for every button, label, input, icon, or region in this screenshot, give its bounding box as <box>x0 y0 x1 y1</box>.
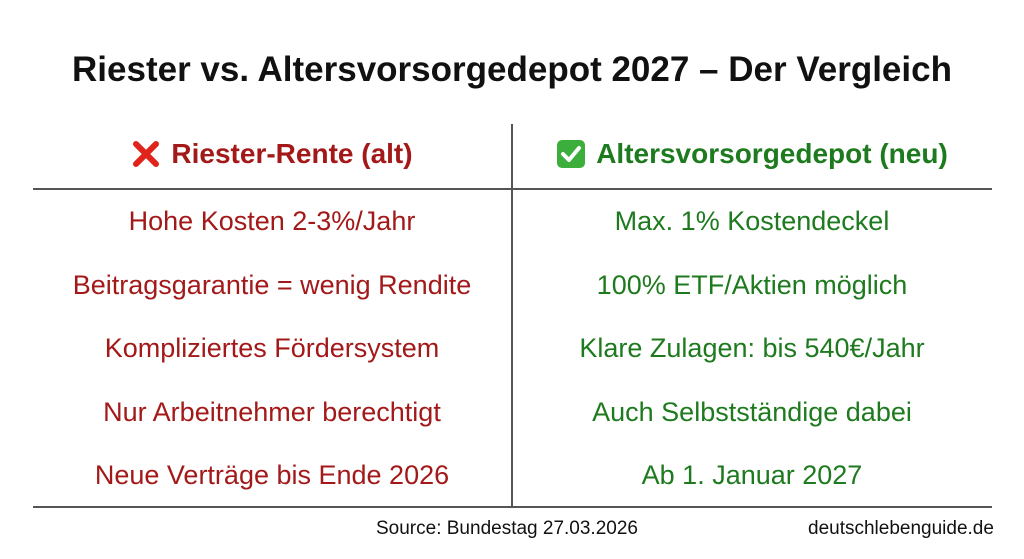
table-cell: Nur Arbeitnehmer berechtigt <box>103 397 441 427</box>
cross-icon <box>133 141 160 167</box>
table-cell: Ab 1. Januar 2027 <box>641 460 863 490</box>
table-cell: Klare Zulagen: bis 540€/Jahr <box>579 333 925 363</box>
header-divider <box>33 188 992 190</box>
title: Riester vs. Altersvorsorgedepot 2027 – D… <box>72 50 952 89</box>
column-divider <box>511 124 513 506</box>
table-cell: 100% ETF/Aktien möglich <box>596 270 908 300</box>
table-cell: Neue Verträge bis Ende 2026 <box>94 460 450 490</box>
table-cell: Kompliziertes Fördersystem <box>104 333 440 363</box>
column-header: Altersvorsorgedepot (neu) <box>596 138 948 169</box>
check-icon <box>557 140 586 168</box>
column-header: Riester-Rente (alt) <box>171 138 413 169</box>
table-cell: Auch Selbstständige dabei <box>592 397 912 427</box>
bottom-divider <box>33 506 992 508</box>
site: deutschlebenguide.de <box>808 518 994 539</box>
table-cell: Hohe Kosten 2-3%/Jahr <box>128 206 416 236</box>
source: Source: Bundestag 27.03.2026 <box>376 518 638 539</box>
table-cell: Beitragsgarantie = wenig Rendite <box>72 270 472 300</box>
table-cell: Max. 1% Kostendeckel <box>614 206 890 236</box>
header-cell: Riester-Rente (alt) <box>32 138 512 170</box>
header-cell: Altersvorsorgedepot (neu) <box>512 138 992 170</box>
